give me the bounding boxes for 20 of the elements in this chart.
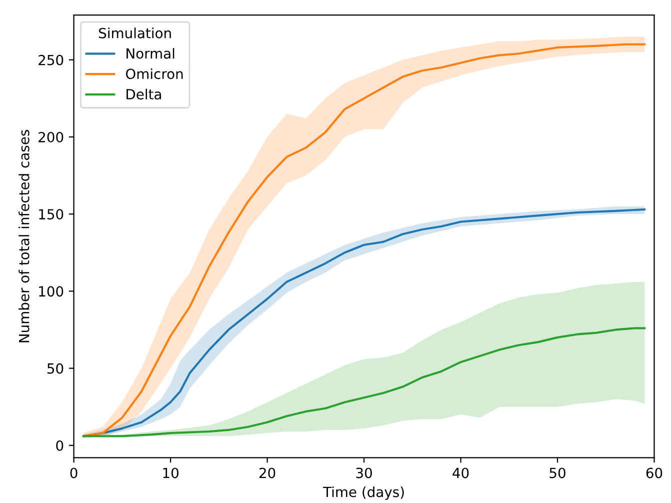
- x-tick-label: 50: [550, 468, 566, 478]
- x-tick-label: 60: [646, 468, 662, 478]
- y-tick-label: 50: [47, 363, 64, 374]
- x-tick-label: 10: [163, 468, 178, 478]
- y-axis-title: Number of total infected cases: [18, 130, 30, 342]
- legend-label: Delta: [126, 88, 161, 100]
- y-tick-label: 250: [38, 54, 64, 66]
- legend-label: Omicron: [126, 68, 183, 80]
- y-tick-label: 200: [38, 132, 64, 142]
- legend-title: Simulation: [99, 28, 171, 38]
- y-tick-label: 0: [56, 440, 64, 451]
- x-tick-label: 0: [70, 468, 78, 478]
- y-tick-label: 100: [39, 286, 64, 297]
- x-axis-title: Time (days): [322, 486, 404, 500]
- x-tick-label: 40: [452, 468, 469, 478]
- line-series: [82, 327, 646, 438]
- x-tick-label: 20: [259, 468, 276, 478]
- x-tick-label: 30: [356, 468, 372, 478]
- y-tick-label: 150: [39, 209, 64, 220]
- legend-label: Normal: [126, 48, 174, 59]
